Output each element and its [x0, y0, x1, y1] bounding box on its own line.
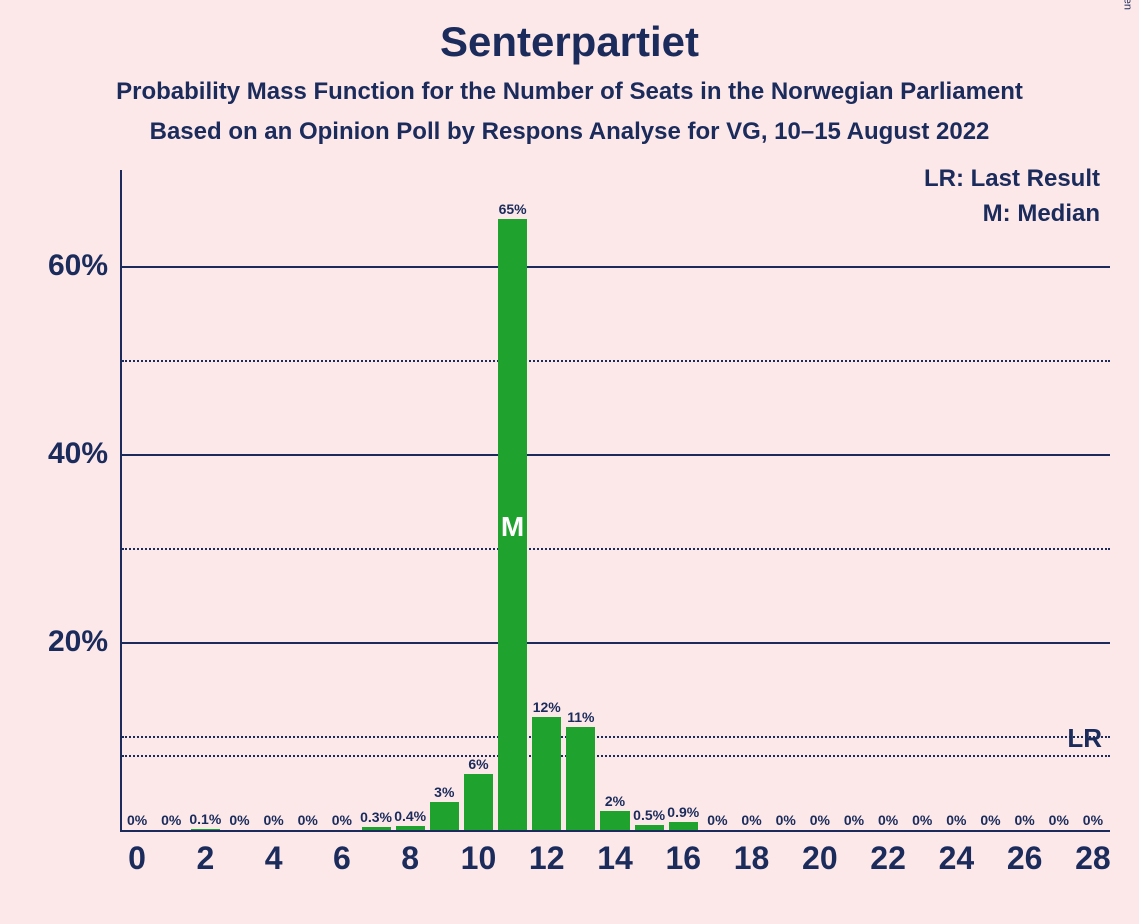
gridline-major — [122, 454, 1110, 456]
x-tick-label: 4 — [244, 840, 304, 877]
x-tick-label: 24 — [926, 840, 986, 877]
bar — [635, 825, 664, 830]
bar-value-label: 11% — [556, 709, 606, 725]
bar — [362, 827, 391, 830]
y-axis — [120, 170, 122, 830]
x-tick-label: 26 — [995, 840, 1055, 877]
x-tick-label: 10 — [448, 840, 508, 877]
y-tick-label: 60% — [48, 249, 108, 283]
x-tick-label: 14 — [585, 840, 645, 877]
gridline-major — [122, 642, 1110, 644]
x-tick-label: 0 — [107, 840, 167, 877]
x-axis — [120, 830, 1110, 832]
bar — [396, 826, 425, 830]
chart-subtitle-1: Probability Mass Function for the Number… — [0, 78, 1139, 106]
bar — [464, 774, 493, 830]
gridline-major — [122, 266, 1110, 268]
lr-marker: LR — [1067, 723, 1102, 754]
gridline-minor — [122, 548, 1110, 550]
x-tick-label: 8 — [380, 840, 440, 877]
gridline-minor — [122, 360, 1110, 362]
gridline-minor — [122, 736, 1110, 738]
bar — [532, 717, 561, 830]
x-tick-label: 28 — [1063, 840, 1123, 877]
bar — [430, 802, 459, 830]
x-tick-label: 22 — [858, 840, 918, 877]
y-tick-label: 20% — [48, 625, 108, 659]
x-tick-label: 12 — [517, 840, 577, 877]
bar — [191, 829, 220, 830]
median-marker: M — [498, 511, 527, 543]
lr-reference-line — [122, 755, 1110, 757]
bar — [566, 727, 595, 830]
legend-median: M: Median — [983, 200, 1100, 228]
copyright-text: © 2025 Filip van Laenen — [1121, 0, 1133, 10]
x-tick-label: 6 — [312, 840, 372, 877]
y-tick-label: 40% — [48, 437, 108, 471]
bar-value-label: 3% — [419, 784, 469, 800]
pmf-chart: 20%40%60%02468101214161820222426280%0%0.… — [120, 210, 1110, 830]
bar-value-label: 65% — [488, 201, 538, 217]
chart-title: Senterpartiet — [0, 18, 1139, 66]
x-tick-label: 20 — [790, 840, 850, 877]
bar-value-label: 0.4% — [385, 808, 435, 824]
chart-subtitle-2: Based on an Opinion Poll by Respons Anal… — [0, 118, 1139, 146]
x-tick-label: 16 — [653, 840, 713, 877]
x-tick-label: 18 — [722, 840, 782, 877]
bar-value-label: 6% — [453, 756, 503, 772]
legend-lr: LR: Last Result — [924, 165, 1100, 193]
bar-value-label: 0% — [1068, 812, 1118, 828]
x-tick-label: 2 — [175, 840, 235, 877]
